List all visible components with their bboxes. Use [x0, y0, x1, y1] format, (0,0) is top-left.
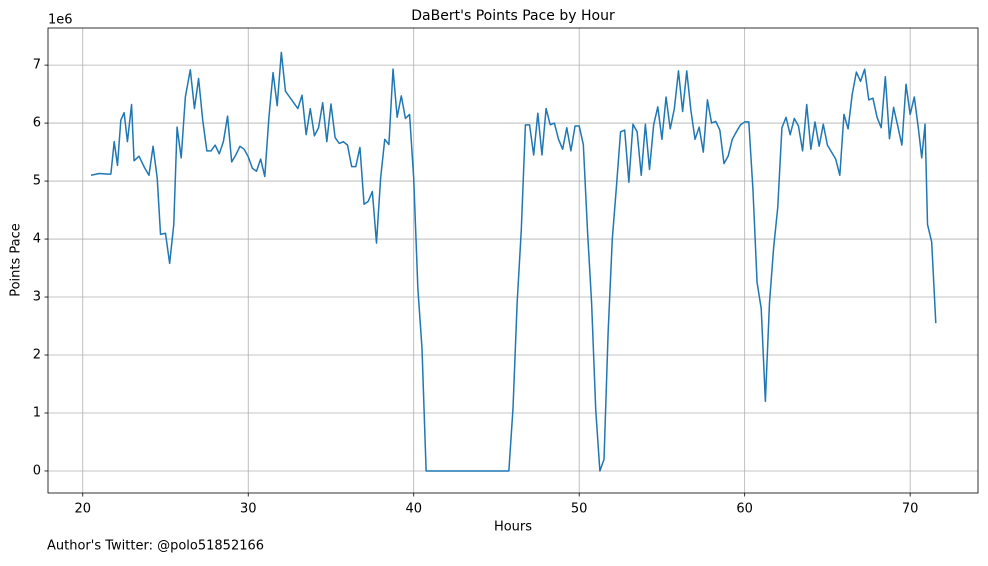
footnote: Author's Twitter: @polo51852166: [47, 539, 264, 554]
y-tick-label: 5: [33, 174, 41, 189]
x-tick-label: 60: [736, 502, 753, 517]
y-offset-label: 1e6: [48, 13, 73, 28]
plot-frame: [47, 27, 979, 494]
chart-title: DaBert's Points Pace by Hour: [411, 8, 615, 24]
y-tick-label: 7: [33, 58, 41, 73]
x-tick-label: 30: [240, 502, 257, 517]
y-tick-label: 2: [33, 348, 41, 363]
x-tick-label: 40: [405, 502, 422, 517]
x-axis-label: Hours: [494, 520, 532, 535]
y-axis-label: Points Pace: [9, 223, 24, 297]
y-tick-label: 6: [33, 116, 41, 131]
y-tick-label: 3: [33, 290, 41, 305]
y-tick-label: 1: [33, 405, 41, 420]
data-line: [90, 51, 937, 472]
x-tick-label: 70: [902, 502, 919, 517]
x-tick-label: 50: [571, 502, 588, 517]
x-tick-label: 20: [74, 502, 91, 517]
y-tick-label: 0: [33, 463, 41, 478]
y-tick-label: 4: [33, 232, 41, 247]
